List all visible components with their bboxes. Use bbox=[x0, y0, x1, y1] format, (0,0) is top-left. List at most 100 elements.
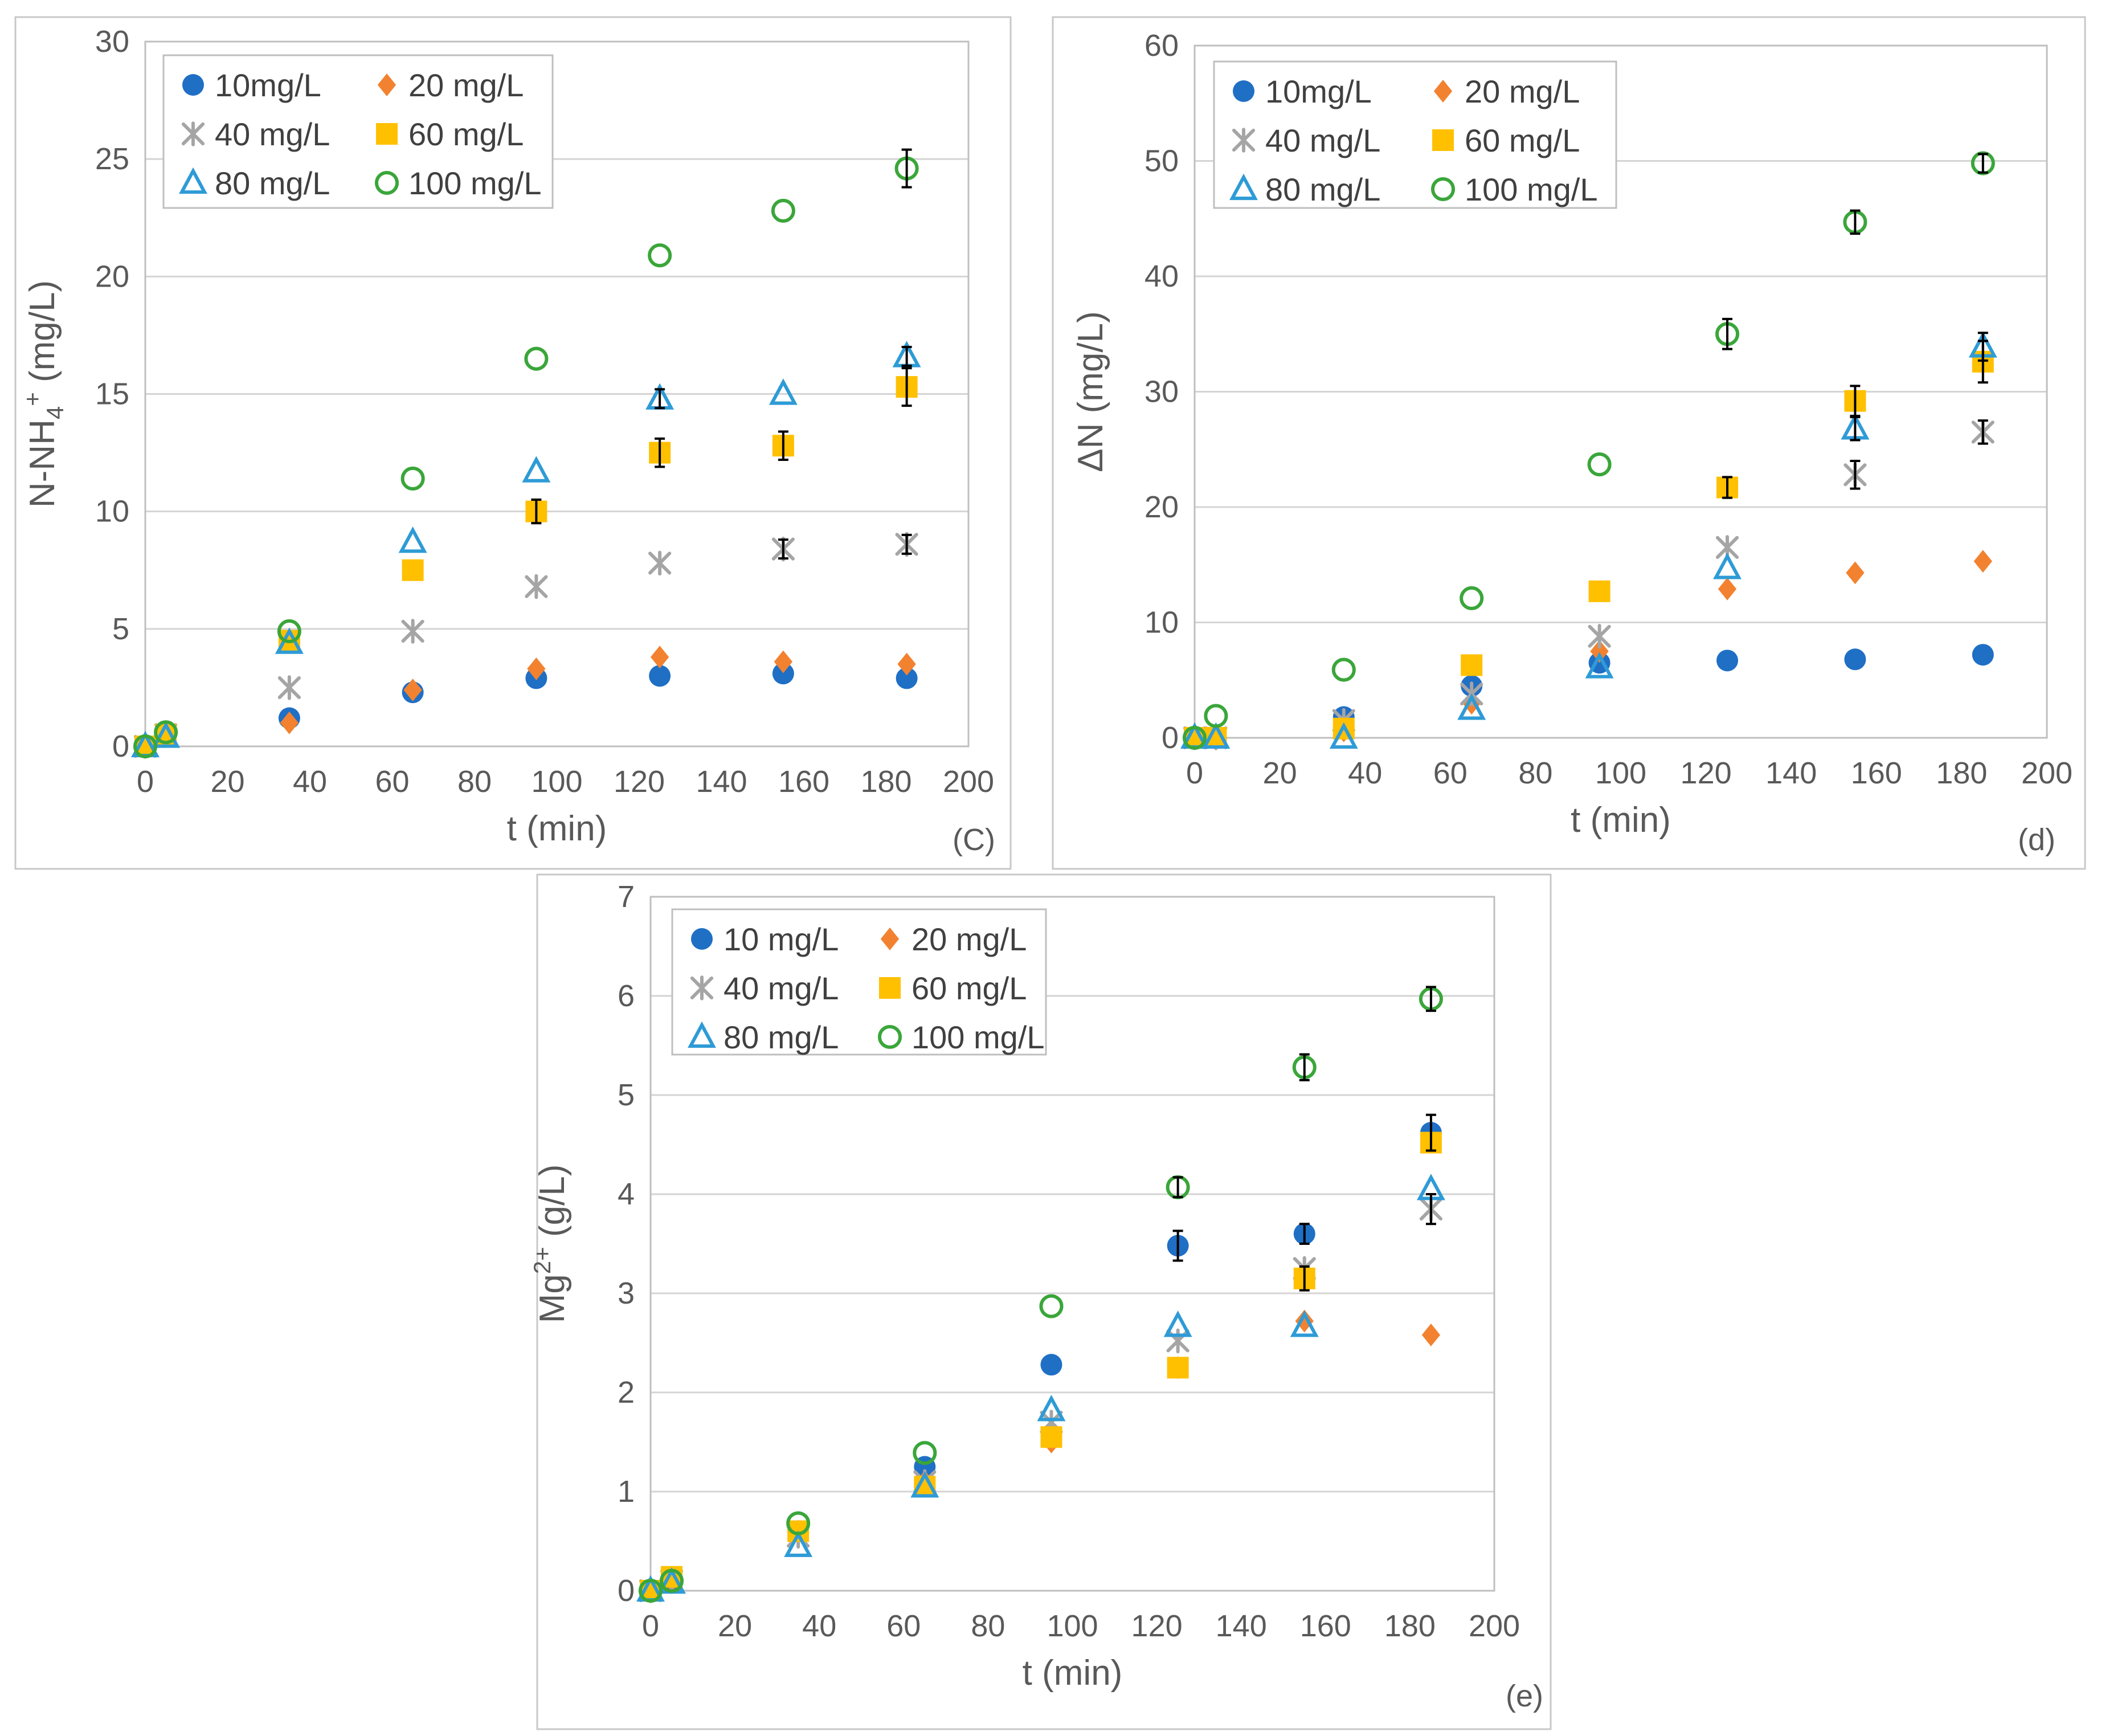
data-point bbox=[133, 734, 158, 759]
legend-marker bbox=[1229, 173, 1258, 201]
legend-box bbox=[1213, 60, 1617, 209]
x-tick-label: 180 bbox=[1936, 756, 1987, 790]
data-point bbox=[648, 243, 672, 268]
x-tick-label: 140 bbox=[696, 765, 747, 799]
data-point bbox=[1421, 1324, 1441, 1347]
legend-label: 40 mg/L bbox=[1265, 122, 1380, 158]
x-tick-label: 0 bbox=[137, 765, 154, 799]
data-point bbox=[280, 711, 299, 734]
chart-panel-e: (e) 0 1 2 3 4 5 6 7 0 20 40 60 80 100 120 140 160 180 200 t… bbox=[529, 873, 1552, 1730]
y-tick-label: 0 bbox=[1162, 721, 1179, 755]
error-bar bbox=[1425, 1113, 1436, 1152]
x-tick-label: 140 bbox=[1216, 1609, 1267, 1643]
y-tick-label: 20 bbox=[1144, 490, 1179, 524]
legend-label: 80 mg/L bbox=[724, 1019, 839, 1055]
data-point bbox=[1973, 550, 1992, 573]
legend: 10 mg/L 20 mg/L 40 mg/L 60 mg/L 80 mg/L 100 m… bbox=[671, 908, 1047, 1056]
x-tick-label: 0 bbox=[1186, 756, 1203, 790]
x-tick-label: 160 bbox=[1300, 1609, 1351, 1643]
legend-marker bbox=[691, 928, 713, 950]
error-bar bbox=[1850, 209, 1861, 235]
legend-label: 60 mg/L bbox=[1465, 122, 1580, 158]
x-tick-label: 80 bbox=[1518, 756, 1552, 790]
legend-label: 100 mg/L bbox=[408, 165, 542, 201]
data-point bbox=[401, 619, 424, 644]
data-point bbox=[1163, 1310, 1192, 1337]
y-tick-label: 10 bbox=[95, 495, 129, 529]
legend-label: 80 mg/L bbox=[1265, 171, 1380, 207]
data-point bbox=[525, 574, 548, 599]
error-bar bbox=[1299, 1223, 1310, 1245]
legend-label: 20 mg/L bbox=[408, 67, 524, 103]
data-point bbox=[1460, 586, 1484, 611]
data-point bbox=[1972, 644, 1994, 666]
error-bar bbox=[1977, 332, 1988, 362]
y-tick-label: 3 bbox=[618, 1276, 635, 1310]
x-tick-label: 120 bbox=[1681, 756, 1732, 790]
legend-marker bbox=[1432, 129, 1454, 151]
y-axis-label-unit: (mg/L) bbox=[23, 280, 62, 392]
error-bar bbox=[778, 538, 788, 560]
y-axis-label-sup: 2+ bbox=[529, 1247, 555, 1274]
legend-label: 100 mg/L bbox=[911, 1019, 1045, 1055]
panel-label: (e) bbox=[1506, 1679, 1543, 1713]
legend-marker bbox=[688, 1021, 716, 1048]
data-point bbox=[277, 619, 301, 644]
y-tick-label: 25 bbox=[95, 142, 129, 176]
x-tick-label: 100 bbox=[1047, 1609, 1098, 1643]
y-tick-label: 4 bbox=[618, 1177, 635, 1211]
x-tick-label: 180 bbox=[860, 765, 911, 799]
y-axis-label: N-NH4+ (mg/L) bbox=[19, 280, 68, 508]
data-point bbox=[1587, 452, 1612, 477]
x-tick-label: 40 bbox=[1348, 756, 1382, 790]
legend-marker bbox=[690, 975, 714, 1000]
error-bar bbox=[901, 346, 912, 367]
data-point bbox=[774, 650, 793, 673]
error-bar bbox=[1425, 1193, 1436, 1226]
y-tick-label: 40 bbox=[1144, 259, 1179, 293]
error-bar bbox=[901, 533, 912, 555]
x-tick-label: 200 bbox=[943, 765, 994, 799]
panel-label: (d) bbox=[2018, 823, 2055, 857]
data-point bbox=[1039, 1294, 1064, 1318]
x-tick-label: 120 bbox=[1131, 1609, 1183, 1643]
plot-area bbox=[1193, 44, 2048, 739]
data-point bbox=[1844, 648, 1866, 671]
data-point bbox=[1461, 654, 1483, 676]
y-axis-label: ΔN (mg/L) bbox=[1071, 311, 1110, 472]
y-axis-label: Mg2+ (g/L) bbox=[529, 1165, 572, 1324]
error-bar bbox=[1172, 1230, 1183, 1262]
x-tick-label: 60 bbox=[375, 765, 409, 799]
error-bar bbox=[1172, 1176, 1183, 1199]
y-tick-label: 5 bbox=[112, 612, 129, 646]
chart-panel-d: (d) 0 10 20 30 40 50 60 0 20 40 60 80 100 120 140 160 18… bbox=[1052, 16, 2086, 870]
error-bar bbox=[1299, 1265, 1310, 1292]
data-point bbox=[1204, 704, 1228, 728]
data-point bbox=[769, 378, 798, 405]
data-point bbox=[772, 663, 794, 685]
data-point bbox=[1037, 1395, 1066, 1422]
y-axis-label-main: Mg bbox=[533, 1274, 572, 1323]
y-tick-label: 15 bbox=[95, 377, 129, 411]
y-tick-label: 60 bbox=[1144, 28, 1179, 63]
data-point bbox=[659, 1568, 684, 1593]
legend-marker bbox=[1233, 80, 1254, 102]
x-tick-label: 160 bbox=[1851, 756, 1902, 790]
legend-label: 80 mg/L bbox=[215, 165, 330, 201]
error-bar bbox=[1299, 1053, 1310, 1081]
legend: 10mg/L 20 mg/L 40 mg/L 60 mg/L 80 mg/L 100 mg… bbox=[162, 54, 554, 209]
legend-label: 20 mg/L bbox=[1465, 73, 1580, 109]
data-point bbox=[403, 679, 422, 701]
data-point bbox=[638, 1578, 663, 1603]
legend-box bbox=[671, 908, 1047, 1056]
legend-marker bbox=[182, 74, 204, 96]
error-bar bbox=[778, 430, 788, 461]
legend-marker bbox=[376, 123, 398, 145]
legend-marker bbox=[377, 73, 397, 96]
x-tick-label: 80 bbox=[457, 765, 492, 799]
y-tick-label: 7 bbox=[618, 880, 635, 914]
x-tick-label: 140 bbox=[1765, 756, 1817, 790]
x-tick-label: 100 bbox=[1595, 756, 1646, 790]
error-bar bbox=[1977, 153, 1988, 174]
x-tick-label: 20 bbox=[718, 1609, 752, 1643]
